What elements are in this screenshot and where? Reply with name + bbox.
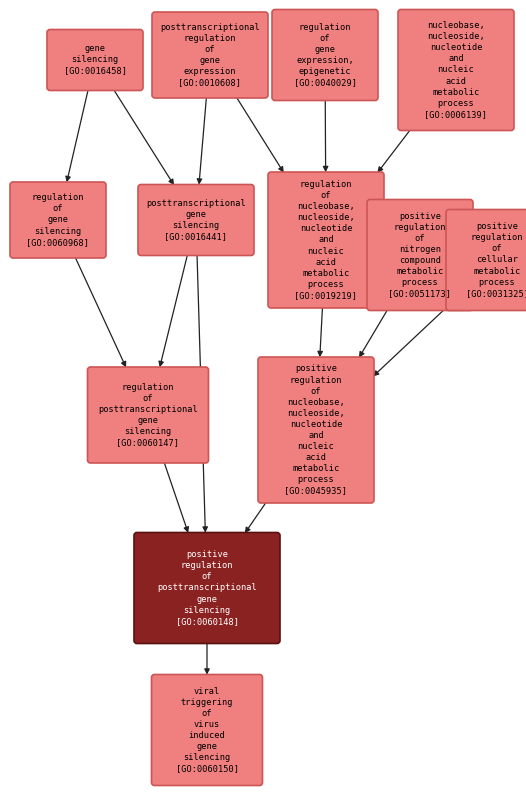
Text: viral
triggering
of
virus
induced
gene
silencing
[GO:0060150]: viral triggering of virus induced gene s… [176, 686, 238, 773]
FancyBboxPatch shape [138, 184, 254, 255]
FancyBboxPatch shape [87, 367, 208, 463]
Text: positive
regulation
of
nucleobase,
nucleoside,
nucleotide
and
nucleic
acid
metab: positive regulation of nucleobase, nucle… [285, 365, 348, 496]
Text: positive
regulation
of
posttranscriptional
gene
silencing
[GO:0060148]: positive regulation of posttranscription… [157, 550, 257, 626]
FancyBboxPatch shape [151, 674, 262, 785]
Text: regulation
of
gene
expression,
epigenetic
[GO:0040029]: regulation of gene expression, epigeneti… [294, 23, 357, 87]
Text: posttranscriptional
regulation
of
gene
expression
[GO:0010608]: posttranscriptional regulation of gene e… [160, 23, 260, 87]
Text: positive
regulation
of
cellular
metabolic
process
[GO:0031325]: positive regulation of cellular metaboli… [466, 222, 526, 298]
FancyBboxPatch shape [47, 30, 143, 90]
Text: nucleobase,
nucleoside,
nucleotide
and
nucleic
acid
metabolic
process
[GO:000613: nucleobase, nucleoside, nucleotide and n… [424, 21, 488, 119]
Text: regulation
of
posttranscriptional
gene
silencing
[GO:0060147]: regulation of posttranscriptional gene s… [98, 383, 198, 447]
Text: regulation
of
gene
silencing
[GO:0060968]: regulation of gene silencing [GO:0060968… [26, 193, 89, 247]
FancyBboxPatch shape [258, 357, 374, 503]
FancyBboxPatch shape [134, 532, 280, 643]
FancyBboxPatch shape [10, 182, 106, 258]
Text: positive
regulation
of
nitrogen
compound
metabolic
process
[GO:0051173]: positive regulation of nitrogen compound… [389, 211, 451, 298]
FancyBboxPatch shape [152, 12, 268, 98]
FancyBboxPatch shape [446, 210, 526, 310]
Text: posttranscriptional
gene
silencing
[GO:0016441]: posttranscriptional gene silencing [GO:0… [146, 199, 246, 241]
FancyBboxPatch shape [367, 200, 473, 310]
FancyBboxPatch shape [268, 172, 384, 308]
Text: regulation
of
nucleobase,
nucleoside,
nucleotide
and
nucleic
acid
metabolic
proc: regulation of nucleobase, nucleoside, nu… [295, 180, 358, 300]
FancyBboxPatch shape [398, 10, 514, 131]
FancyBboxPatch shape [272, 10, 378, 101]
Text: gene
silencing
[GO:0016458]: gene silencing [GO:0016458] [64, 45, 126, 76]
